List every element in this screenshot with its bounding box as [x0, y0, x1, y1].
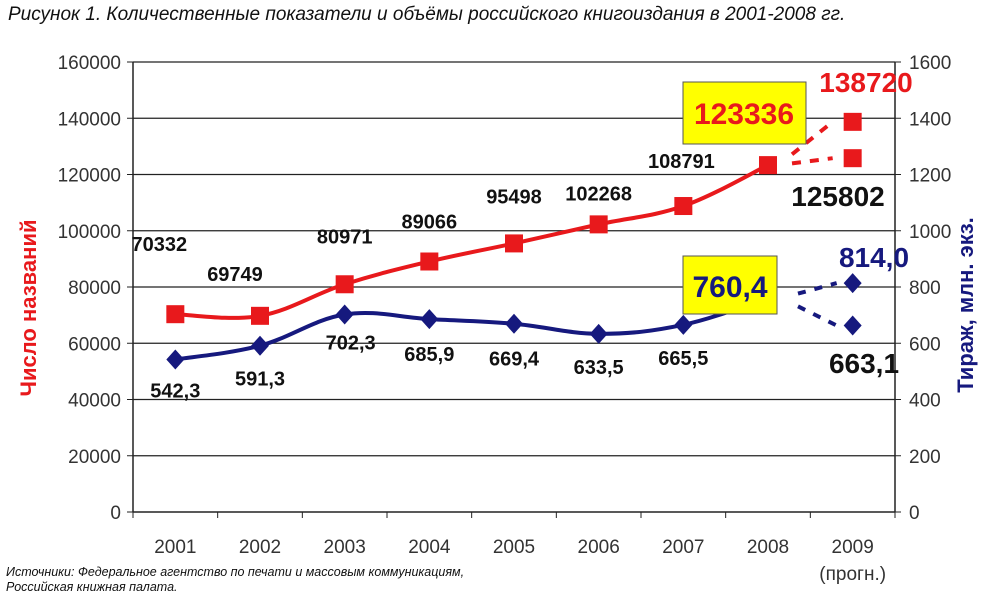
titles-marker [759, 156, 777, 175]
print-run-data-label: 591,3 [235, 369, 285, 391]
x-tick-label: 2009 [832, 537, 874, 558]
titles-forecast-line [791, 156, 833, 166]
left-tick-label: 80000 [68, 278, 121, 299]
x-tick-sublabel: (прогн.) [819, 564, 886, 585]
right-tick-label: 600 [909, 334, 941, 355]
right-tick-label: 400 [909, 391, 941, 412]
source-line: Российская книжная палата. [6, 580, 178, 594]
titles-marker [166, 305, 185, 324]
x-tick-label: 2008 [747, 537, 789, 558]
print-run-marker [251, 335, 269, 356]
left-tick-label: 0 [110, 503, 121, 524]
left-tick-label: 120000 [58, 166, 121, 187]
titles-data-label: 89066 [402, 212, 458, 234]
print-run-forecast-line [797, 281, 838, 296]
x-axis-ticks: 2001 2002 2003 2004 2005 2006 2007 2008 2009 (про… [154, 537, 886, 585]
left-tick-label: 60000 [68, 334, 121, 355]
data-labels: 70332 69749 80971 89066 95498 102268 108791 123… [132, 67, 913, 402]
left-tick-label: 160000 [58, 53, 121, 74]
source-line: Источники: Федеральное агентство по печа… [6, 565, 465, 579]
x-tick-label: 2007 [662, 537, 704, 558]
left-tick-label: 40000 [68, 391, 121, 412]
right-axis-ticks: 0 200 400 600 800 1000 1200 1400 1600 [909, 53, 951, 524]
titles-forecast-marker [843, 149, 862, 168]
right-tick-label: 1600 [909, 53, 951, 74]
titles-series [166, 112, 862, 325]
x-tick-label: 2004 [408, 537, 451, 558]
titles-marker [420, 252, 439, 271]
print-run-marker [335, 304, 354, 325]
print-run-series [166, 273, 862, 370]
titles-data-label: 70332 [132, 234, 188, 256]
y-axis-left-label: Число названий [16, 220, 41, 397]
left-tick-label: 100000 [58, 222, 121, 243]
print-run-highlight-label: 760,4 [692, 271, 767, 304]
titles-data-label: 69749 [207, 264, 263, 286]
titles-highlight-box [682, 81, 807, 145]
right-tick-label: 800 [909, 278, 941, 299]
print-run-line [175, 296, 769, 362]
left-tick-label: 140000 [58, 109, 121, 130]
print-run-forecast-line [797, 304, 838, 328]
titles-highlight-label: 123336 [694, 98, 794, 131]
titles-marker [505, 234, 523, 253]
right-tick-label: 0 [909, 503, 920, 524]
x-tick-label: 2002 [239, 537, 281, 558]
titles-forecast-label: 125802 [791, 181, 884, 212]
right-tick-label: 1200 [909, 166, 951, 187]
print-run-data-label: 633,5 [574, 357, 624, 379]
print-run-highlight-box [682, 255, 778, 315]
titles-data-label: 95498 [486, 186, 542, 208]
print-run-forecast-label: 814,0 [839, 242, 909, 273]
figure-title: Рисунок 1. Количественные показатели и о… [8, 4, 846, 25]
titles-marker [674, 197, 693, 216]
x-tick-label: 2001 [154, 537, 196, 558]
titles-forecast-label: 138720 [819, 67, 912, 98]
titles-marker [335, 275, 354, 294]
titles-data-label: 102268 [565, 183, 632, 205]
print-run-marker [166, 349, 185, 370]
axes [127, 61, 901, 518]
print-run-data-label: 542,3 [150, 380, 200, 402]
titles-line [175, 163, 769, 320]
left-tick-label: 20000 [68, 447, 121, 468]
right-tick-label: 200 [909, 447, 941, 468]
titles-forecast-marker [843, 112, 862, 131]
print-run-forecast-label: 663,1 [829, 348, 899, 379]
titles-marker [251, 306, 269, 325]
x-tick-label: 2003 [324, 537, 366, 558]
right-tick-label: 1400 [909, 109, 951, 130]
left-axis-ticks: 0 20000 40000 60000 80000 100000 120000 140000 1… [58, 53, 121, 524]
titles-data-label: 108791 [648, 151, 715, 173]
print-run-data-label: 685,9 [404, 344, 454, 366]
print-run-forecast-marker [843, 315, 862, 336]
y-axis-right-label: Тираж, млн. экз. [953, 217, 978, 393]
print-run-data-label: 702,3 [326, 332, 376, 354]
print-run-data-label: 665,5 [658, 348, 708, 370]
source-note: Источники: Федеральное агентство по печа… [6, 565, 464, 595]
print-run-marker [589, 323, 608, 344]
titles-marker [589, 215, 608, 234]
print-run-forecast-marker [843, 273, 862, 294]
print-run-marker [420, 309, 439, 330]
right-tick-label: 1000 [909, 222, 951, 243]
x-tick-label: 2005 [493, 537, 535, 558]
print-run-marker [674, 314, 693, 335]
print-run-marker [505, 313, 523, 334]
print-run-data-label: 669,4 [489, 349, 540, 371]
titles-forecast-line [790, 120, 834, 156]
titles-data-label: 80971 [317, 226, 373, 248]
x-tick-label: 2006 [578, 537, 620, 558]
